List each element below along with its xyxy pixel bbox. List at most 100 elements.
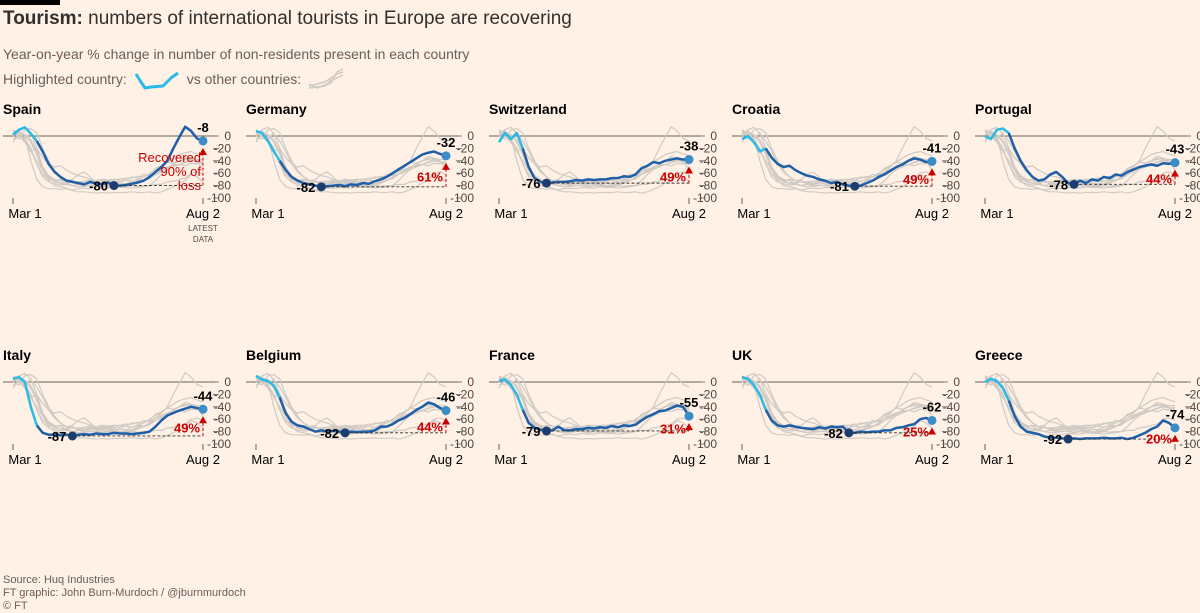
panel-title: UK	[732, 347, 752, 363]
y-tick-label: -20	[1186, 141, 1200, 155]
y-tick-label: -40	[214, 400, 232, 414]
highlight-line-early	[255, 129, 281, 162]
highlight-line-early	[741, 134, 767, 153]
highlight-line	[278, 150, 447, 189]
panel-france: 0-20-40-60-80-100 Mar 1 Aug 2 -79 -55 31% Fran…	[489, 347, 717, 467]
y-tick-label: -20	[1186, 387, 1200, 401]
panel-title: Portugal	[975, 101, 1032, 117]
recovered-label: 61%	[417, 169, 443, 184]
recovered-label: 20%	[1146, 431, 1172, 446]
legend-highlight-swatch	[134, 71, 179, 90]
y-tick-label: -20	[943, 387, 961, 401]
footer-graphic: FT graphic: John Burn-Murdoch / @jburnmu…	[3, 587, 246, 599]
panel-title: Italy	[3, 347, 31, 363]
min-point	[316, 182, 326, 192]
ft-top-bar	[0, 0, 60, 5]
panel-croatia: 0-20-40-60-80-100 Mar 1 Aug 2 -81 -41 49% Croa…	[732, 101, 960, 221]
y-tick-label: -60	[700, 412, 718, 426]
min-value-label: -79	[522, 424, 541, 439]
other-country-line	[12, 130, 204, 188]
y-tick-label: 0	[1196, 375, 1200, 389]
y-tick-label: -80	[457, 425, 475, 439]
y-tick-label: -100	[207, 437, 231, 451]
y-tick-label: -60	[943, 166, 961, 180]
other-country-line	[984, 378, 1176, 432]
other-country-line	[984, 376, 1176, 434]
y-tick-label: -40	[1186, 154, 1200, 168]
other-country-line	[12, 378, 204, 432]
x-tick-label: Aug 2	[672, 206, 706, 221]
latest-value-label: -8	[197, 120, 209, 135]
min-point	[850, 181, 860, 191]
x-tick-label: Aug 2	[1158, 206, 1192, 221]
min-value-label: -82	[824, 426, 843, 441]
other-country-line	[498, 132, 690, 194]
other-country-line	[984, 376, 1176, 437]
panel-italy: 0-20-40-60-80-100 Mar 1 Aug 2 -87 -44 49% Ital…	[3, 347, 231, 467]
y-tick-label: 0	[467, 375, 474, 389]
latest-point	[927, 156, 937, 166]
other-country-line	[255, 376, 447, 437]
latest-value-label: -43	[1166, 142, 1185, 157]
other-country-line	[255, 378, 447, 440]
y-tick-label: -100	[693, 191, 717, 205]
highlight-line	[764, 147, 933, 188]
min-value-label: -81	[830, 179, 849, 194]
other-country-line	[12, 132, 204, 194]
y-tick-label: 0	[1196, 129, 1200, 143]
y-tick-label: -20	[700, 387, 718, 401]
other-country-line	[12, 378, 204, 440]
latest-point	[684, 411, 694, 421]
latest-value-label: -55	[680, 395, 699, 410]
latest-value-label: -62	[923, 399, 942, 414]
x-tick-label: Mar 1	[251, 452, 284, 467]
legend-others-swatch	[308, 68, 344, 89]
y-tick-label: -100	[207, 191, 231, 205]
y-tick-label: -20	[700, 141, 718, 155]
panel-germany: 0-20-40-60-80-100 Mar 1 Aug 2 -82 -32 61% Germ…	[246, 101, 474, 221]
other-country-line	[984, 381, 1176, 433]
other-country-line	[498, 376, 690, 437]
y-tick-label: -40	[457, 400, 475, 414]
latest-data-label: DATA	[193, 235, 214, 244]
y-tick-label: 0	[710, 129, 717, 143]
y-tick-label: -100	[693, 437, 717, 451]
other-country-line	[255, 130, 447, 191]
y-tick-label: -20	[214, 387, 232, 401]
x-tick-label: Aug 2	[1158, 452, 1192, 467]
highlight-line-early	[984, 377, 1010, 402]
y-tick-label: -60	[943, 412, 961, 426]
other-country-line	[741, 376, 933, 437]
x-tick-label: Mar 1	[980, 206, 1013, 221]
y-tick-label: -40	[1186, 400, 1200, 414]
x-tick-label: Aug 2	[429, 452, 463, 467]
panel-title: Greece	[975, 347, 1023, 363]
panel-title: Spain	[3, 101, 41, 117]
recovered-label: 44%	[1146, 172, 1172, 187]
y-tick-label: -80	[1186, 425, 1200, 439]
y-tick-label: -80	[943, 179, 961, 193]
highlight-line-early	[12, 375, 38, 426]
min-value-label: -87	[48, 429, 67, 444]
latest-point	[441, 151, 451, 161]
y-tick-label: -60	[214, 412, 232, 426]
latest-point	[1170, 423, 1180, 433]
recovery-arrowhead	[928, 168, 936, 176]
y-tick-label: -60	[1186, 166, 1200, 180]
x-tick-label: Aug 2	[186, 452, 220, 467]
recovery-arrowhead	[442, 417, 450, 425]
x-tick-label: Mar 1	[494, 206, 527, 221]
recovery-arrowhead	[199, 147, 207, 155]
other-country-line	[984, 132, 1176, 194]
panel-belgium: 0-20-40-60-80-100 Mar 1 Aug 2 -82 -46 44% Belg…	[246, 347, 474, 467]
latest-value-label: -32	[437, 135, 456, 150]
y-tick-label: 0	[953, 129, 960, 143]
y-tick-label: -60	[457, 166, 475, 180]
x-tick-label: Mar 1	[737, 452, 770, 467]
highlight-line-early	[255, 374, 281, 399]
min-value-label: -78	[1049, 177, 1068, 192]
y-tick-label: 0	[710, 375, 717, 389]
recovered-label: 25%	[903, 425, 929, 440]
highlight-line-early	[741, 375, 767, 411]
